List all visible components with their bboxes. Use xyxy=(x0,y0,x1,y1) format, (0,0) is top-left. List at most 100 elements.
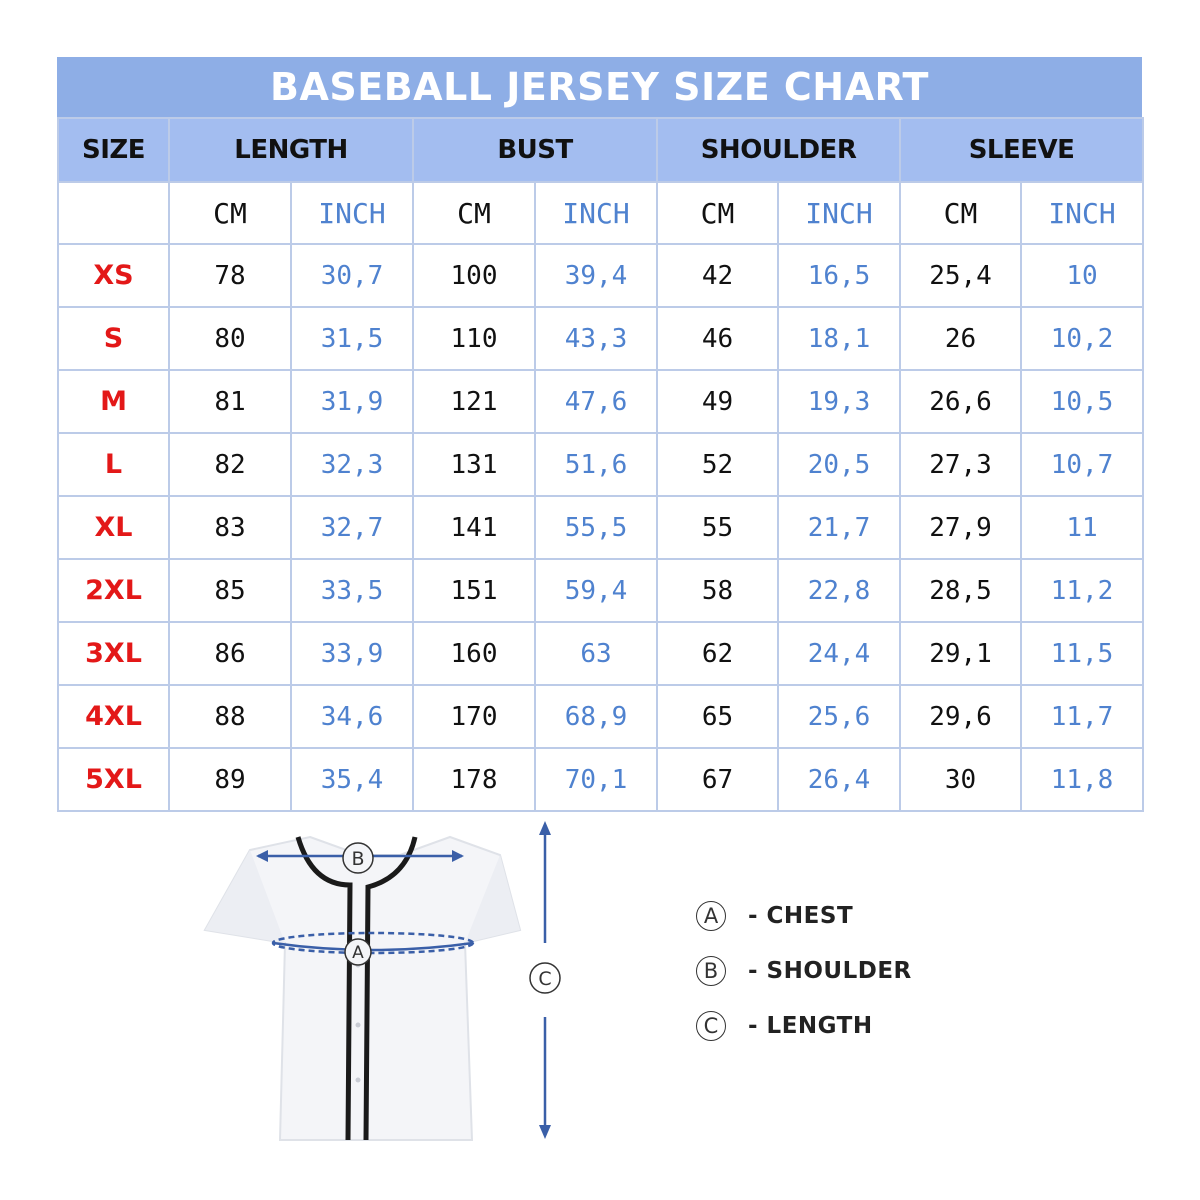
bust-cm-cell: 121 xyxy=(412,369,536,434)
button xyxy=(355,1022,361,1028)
sleeve-cm-cell: 25,4 xyxy=(899,243,1023,308)
legend-marker: A xyxy=(696,901,726,931)
sleeve-shade-right xyxy=(465,855,520,943)
sleeve-cm-cell: 30 xyxy=(899,747,1023,812)
bust-inch-cell: 70,1 xyxy=(533,747,659,812)
length-cm-cell: 80 xyxy=(168,306,292,371)
length-cm-cell: 82 xyxy=(168,432,292,497)
size-label: 4XL xyxy=(57,684,170,749)
marker-c xyxy=(529,962,561,994)
arrowhead-right xyxy=(452,850,464,862)
length-inch-cell: 31,9 xyxy=(290,369,414,434)
table-row: M 81 31,9 121 47,6 49 19,3 26,6 10,5 xyxy=(57,369,1145,434)
bust-cm-cell: 110 xyxy=(412,306,536,371)
shoulder-cm-cell: 65 xyxy=(656,684,780,749)
size-label: XS xyxy=(57,243,170,308)
table-row: 4XL 88 34,6 170 68,9 65 25,6 29,6 11,7 xyxy=(57,684,1145,749)
legend-item-chest: A - CHEST xyxy=(696,900,912,932)
unit-empty xyxy=(57,181,170,245)
chart-title: BASEBALL JERSEY SIZE CHART xyxy=(270,65,929,109)
length-inch-cell: 34,6 xyxy=(290,684,414,749)
shoulder-inch-cell: 20,5 xyxy=(777,432,902,497)
header-bust: BUST xyxy=(411,117,659,183)
length-inch-cell: 32,7 xyxy=(290,495,414,560)
shoulder-inch-cell: 25,6 xyxy=(777,684,902,749)
size-label: M xyxy=(57,369,170,434)
unit-inch: INCH xyxy=(290,181,414,245)
shoulder-inch-cell: 19,3 xyxy=(777,369,902,434)
arrowhead-bottom xyxy=(539,1125,551,1139)
marker-b-label: B xyxy=(351,848,364,870)
bust-inch-cell: 59,4 xyxy=(533,558,659,623)
bust-inch-cell: 43,3 xyxy=(533,306,659,371)
legend-marker: C xyxy=(696,1011,726,1041)
sleeve-cm-cell: 29,6 xyxy=(899,684,1023,749)
size-label: 2XL xyxy=(57,558,170,623)
shoulder-cm-cell: 52 xyxy=(656,432,780,497)
length-cm-cell: 88 xyxy=(168,684,292,749)
header-size: SIZE xyxy=(57,117,170,183)
legend-item-shoulder: B - SHOULDER xyxy=(696,955,912,987)
bust-cm-cell: 131 xyxy=(412,432,536,497)
arrowhead-left xyxy=(256,850,268,862)
size-label: S xyxy=(57,306,170,371)
shoulder-inch-cell: 22,8 xyxy=(777,558,902,623)
table-row: XL 83 32,7 141 55,5 55 21,7 27,9 11 xyxy=(57,495,1145,560)
sleeve-cm-cell: 29,1 xyxy=(899,621,1023,686)
unit-inch: INCH xyxy=(533,181,659,245)
shoulder-inch-cell: 21,7 xyxy=(777,495,902,560)
bust-cm-cell: 178 xyxy=(412,747,536,812)
marker-c-label: C xyxy=(538,968,551,990)
sleeve-inch-cell: 11,8 xyxy=(1020,747,1145,812)
table-body: XS 78 30,7 100 39,4 42 16,5 25,4 10 S 80 31,5 110 43,… xyxy=(57,243,1145,812)
length-cm-cell: 78 xyxy=(168,243,292,308)
arrowhead-top xyxy=(539,821,551,835)
legend-label: - LENGTH xyxy=(748,1013,873,1039)
length-inch-cell: 35,4 xyxy=(290,747,414,812)
table-row: 5XL 89 35,4 178 70,1 67 26,4 30 11,8 xyxy=(57,747,1145,812)
title-bar: BASEBALL JERSEY SIZE CHART xyxy=(57,57,1142,117)
unit-inch: INCH xyxy=(777,181,902,245)
bust-cm-cell: 170 xyxy=(412,684,536,749)
table-row: 2XL 85 33,5 151 59,4 58 22,8 28,5 11,2 xyxy=(57,558,1145,623)
header-sleeve: SLEEVE xyxy=(899,117,1145,183)
header-shoulder: SHOULDER xyxy=(656,117,902,183)
table-row: XS 78 30,7 100 39,4 42 16,5 25,4 10 xyxy=(57,243,1145,308)
collar-piping-right xyxy=(363,836,418,1141)
size-label: 3XL xyxy=(57,621,170,686)
unit-cm: CM xyxy=(412,181,536,245)
sleeve-cm-cell: 26,6 xyxy=(899,369,1023,434)
size-label: L xyxy=(57,432,170,497)
length-inch-cell: 30,7 xyxy=(290,243,414,308)
unit-cm: CM xyxy=(656,181,780,245)
shoulder-cm-cell: 67 xyxy=(656,747,780,812)
length-inch-cell: 33,5 xyxy=(290,558,414,623)
length-cm-cell: 85 xyxy=(168,558,292,623)
sleeve-inch-cell: 10,5 xyxy=(1020,369,1145,434)
legend-label: - CHEST xyxy=(748,903,854,929)
marker-b xyxy=(342,842,374,874)
sleeve-inch-cell: 11,7 xyxy=(1020,684,1145,749)
sleeve-inch-cell: 11,5 xyxy=(1020,621,1145,686)
unit-cm: CM xyxy=(168,181,292,245)
bust-cm-cell: 100 xyxy=(412,243,536,308)
shoulder-inch-cell: 24,4 xyxy=(777,621,902,686)
jersey-diagram: B A C xyxy=(203,821,561,1141)
header-row: SIZE LENGTH BUST SHOULDER SLEEVE xyxy=(57,117,1145,183)
shoulder-cm-cell: 58 xyxy=(656,558,780,623)
bust-inch-cell: 39,4 xyxy=(533,243,659,308)
bust-cm-cell: 151 xyxy=(412,558,536,623)
shoulder-cm-cell: 49 xyxy=(656,369,780,434)
collar-piping xyxy=(295,836,353,1141)
unit-inch: INCH xyxy=(1020,181,1145,245)
shoulder-inch-cell: 16,5 xyxy=(777,243,902,308)
sleeve-cm-cell: 27,3 xyxy=(899,432,1023,497)
bust-cm-cell: 160 xyxy=(412,621,536,686)
sleeve-inch-cell: 11,2 xyxy=(1020,558,1145,623)
length-inch-cell: 32,3 xyxy=(290,432,414,497)
marker-a-label: A xyxy=(352,943,364,963)
bust-inch-cell: 47,6 xyxy=(533,369,659,434)
bust-inch-cell: 68,9 xyxy=(533,684,659,749)
sleeve-inch-cell: 11 xyxy=(1020,495,1145,560)
size-label: XL xyxy=(57,495,170,560)
